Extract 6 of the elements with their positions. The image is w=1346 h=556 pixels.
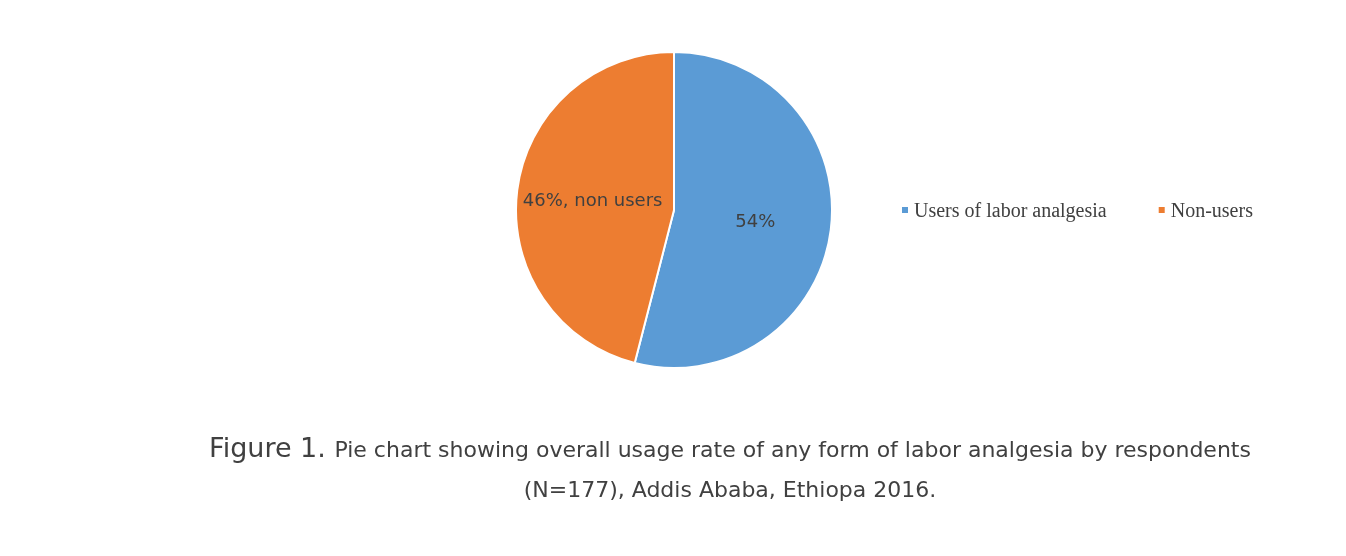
text: Pie chart showing overall usage rate of any form of labor analgesia by respondents (N=177), Addis Ababa, Ethiopa 2016. xyxy=(334,437,1251,502)
data-label: 54% xyxy=(735,209,776,231)
legend-label: Users of labor analgesia xyxy=(914,199,1107,222)
data-label: 46%, non users xyxy=(522,189,663,211)
legend-label: Non-users xyxy=(1170,199,1254,221)
caption: Figure 1. xyxy=(209,432,327,463)
